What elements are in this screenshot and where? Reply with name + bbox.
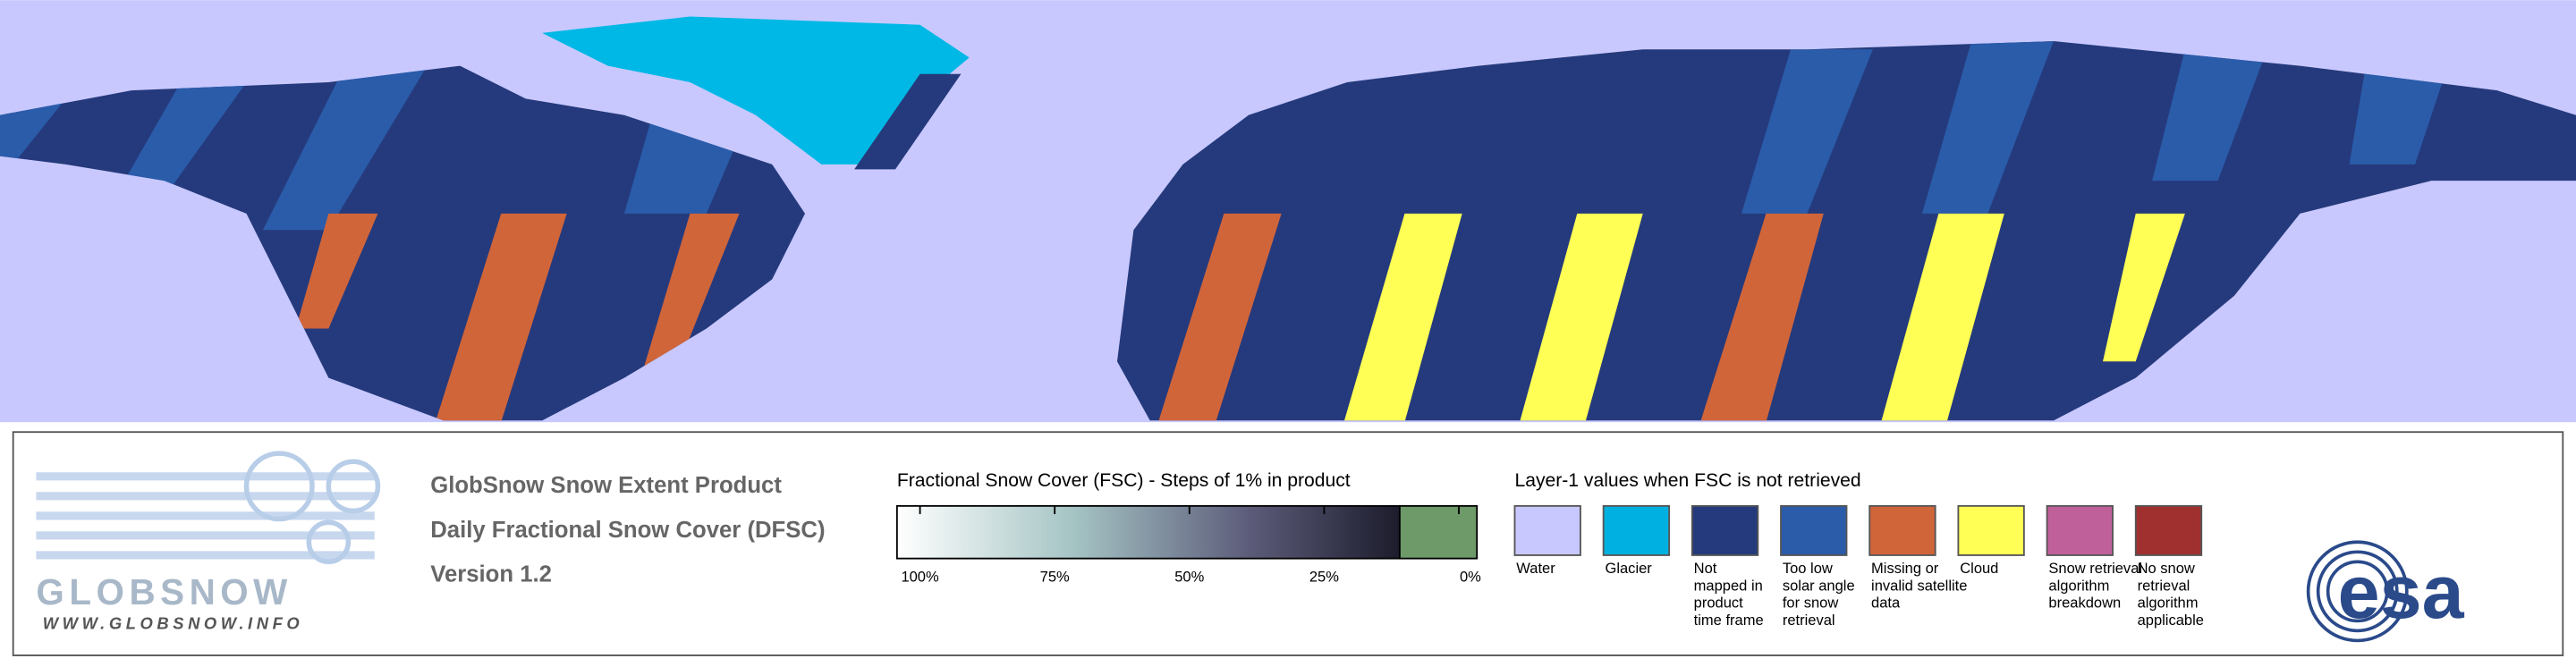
legend-label: Glacier	[1605, 560, 1652, 577]
logo-stripes	[36, 472, 375, 560]
legend-label: No snow	[2138, 560, 2195, 577]
legend-swatch	[1780, 504, 1848, 556]
esa-text: esa	[2338, 550, 2465, 634]
legend-label: Missing or	[1871, 560, 1939, 577]
fsc-tick-label: 50%	[1174, 568, 1204, 585]
fsc-tick-label: 25%	[1309, 568, 1339, 585]
greenland-stripe	[854, 73, 962, 170]
legend-label: algorithm	[2048, 577, 2109, 594]
legend-label: algorithm	[2138, 595, 2199, 612]
legend-label: retrieval	[1783, 612, 1835, 629]
legend-label: Cloud	[1960, 560, 1998, 577]
legend-label: data	[1871, 595, 1901, 612]
legend-swatch	[1868, 504, 1936, 556]
fsc-tick-label: 75%	[1040, 568, 1070, 585]
legend-swatch	[1690, 504, 1759, 556]
logo-flakes	[243, 451, 381, 565]
legend-label: Not	[1694, 560, 1717, 577]
legend-label: Too low	[1783, 560, 1833, 577]
legend-swatch	[2046, 504, 2114, 556]
legend-label: retrieval	[2138, 577, 2190, 594]
legend-label: invalid satellite	[1871, 577, 1967, 594]
legend-label: for snow	[1783, 595, 1838, 612]
fsc-title: Fractional Snow Cover (FSC) - Steps of 1…	[897, 470, 1351, 491]
product-line: Version 1.2	[430, 561, 552, 587]
legend-label: breakdown	[2048, 595, 2121, 612]
legend-swatch	[1513, 504, 1581, 556]
legend-swatch	[1602, 504, 1671, 556]
logo-url: WWW.GLOBSNOW.INFO	[43, 614, 304, 633]
fsc-tick-label: 100%	[901, 568, 939, 585]
legend-label: Water	[1516, 560, 1555, 577]
product-line: GlobSnow Snow Extent Product	[430, 473, 782, 498]
legend-label: time frame	[1694, 612, 1764, 629]
product-text: GlobSnow Snow Extent Product Daily Fract…	[430, 473, 825, 587]
legend-label: applicable	[2138, 612, 2204, 629]
greenland	[542, 16, 970, 165]
legend-swatch	[2134, 504, 2203, 556]
legend-swatch	[1957, 504, 2025, 556]
fsc-zero	[1398, 504, 1479, 560]
legend-label: Snow retrieval	[2048, 560, 2142, 577]
logo-name: GLOBSNOW	[36, 571, 292, 612]
land	[0, 41, 2576, 421]
legend-label: mapped in	[1694, 577, 1763, 594]
legend-label: solar angle	[1783, 577, 1855, 594]
esa-logo: esa	[2306, 540, 2465, 643]
legend-label: product	[1694, 595, 1743, 612]
fsc-tick-label: 0%	[1460, 568, 1481, 585]
fsc-gradient	[895, 504, 1401, 560]
layer1-title: Layer-1 values when FSC is not retrieved	[1514, 470, 1860, 491]
product-line: Daily Fractional Snow Cover (DFSC)	[430, 518, 825, 543]
